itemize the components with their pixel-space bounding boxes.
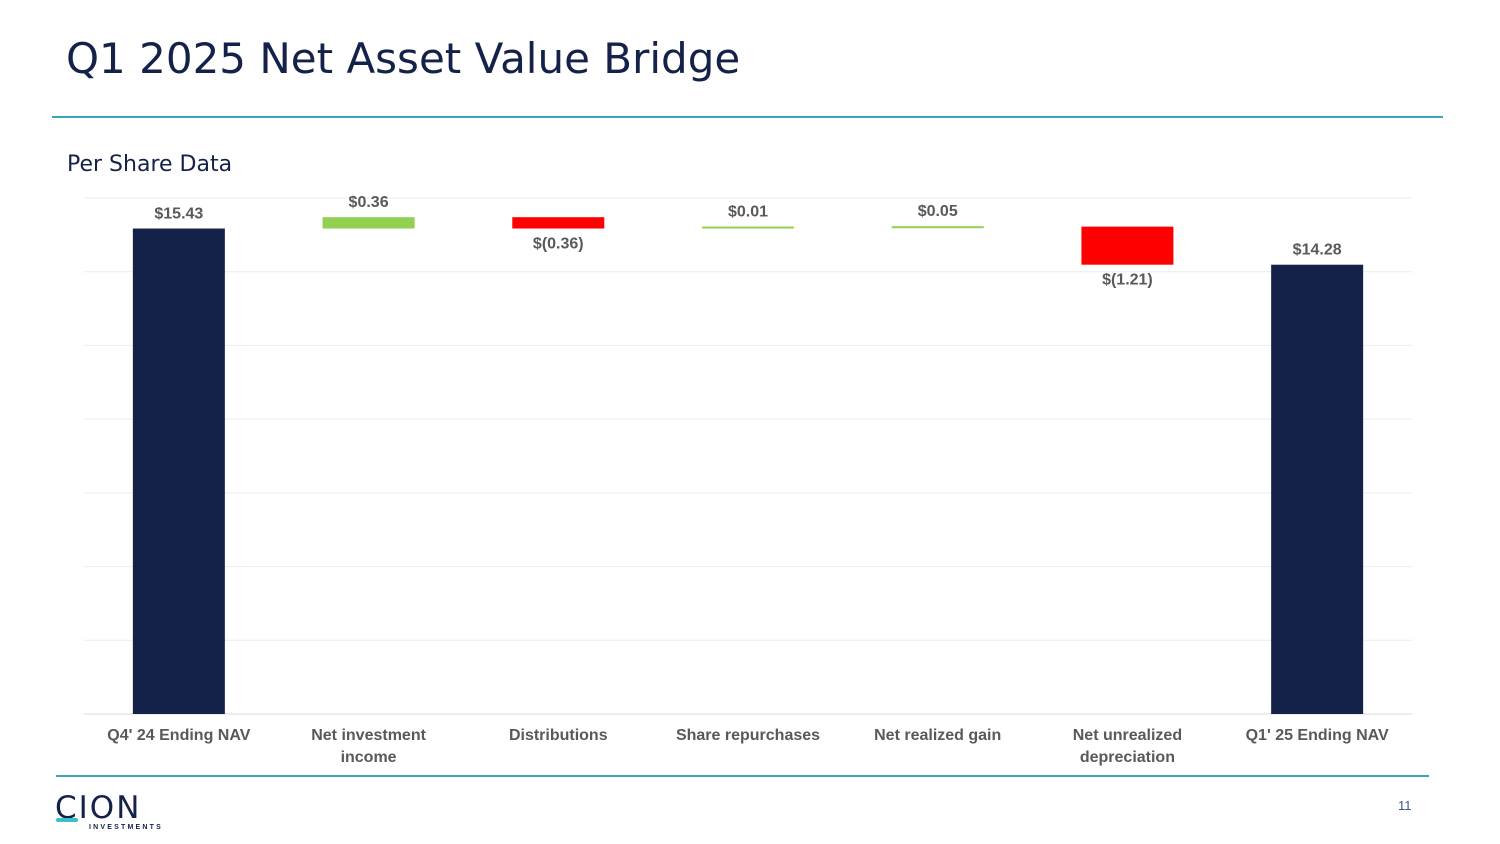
cion-logo: CION INVESTMENTS <box>55 792 165 834</box>
bar-5 <box>1081 226 1174 265</box>
data-label-5: $(1.21) <box>1102 272 1153 289</box>
bar-2 <box>512 217 605 229</box>
category-label-4: Net realized gain <box>874 727 1001 744</box>
category-label-2: Distributions <box>509 727 608 744</box>
category-label-1-line0: Net investment <box>311 727 426 744</box>
data-label-2: $(0.36) <box>533 236 584 253</box>
bar-3 <box>702 226 794 229</box>
logo-subtext: INVESTMENTS <box>89 824 163 831</box>
logo-accent-bar <box>56 818 78 822</box>
data-label-0: $15.43 <box>154 206 203 223</box>
category-label-3: Share repurchases <box>676 727 820 744</box>
category-label-0: Q4' 24 Ending NAV <box>107 727 250 744</box>
data-label-3: $0.01 <box>728 204 768 221</box>
data-label-1: $0.36 <box>349 194 389 211</box>
page-number: 11 <box>1398 798 1412 813</box>
category-label-1-line1: income <box>341 749 397 766</box>
bar-0 <box>132 228 225 714</box>
footer-divider <box>56 775 1429 777</box>
category-label-5-line0: Net unrealized <box>1073 727 1182 744</box>
bar-1 <box>322 217 415 229</box>
bar-6 <box>1271 264 1364 714</box>
chart-subtitle: Per Share Data <box>67 152 233 177</box>
title-divider <box>52 116 1443 118</box>
category-label-6: Q1' 25 Ending NAV <box>1246 727 1389 744</box>
bar-4 <box>891 226 984 229</box>
page-title: Q1 2025 Net Asset Value Bridge <box>66 34 741 83</box>
data-label-6: $14.28 <box>1293 242 1342 259</box>
data-label-4: $0.05 <box>918 203 958 220</box>
category-label-5-line1: depreciation <box>1080 749 1175 766</box>
